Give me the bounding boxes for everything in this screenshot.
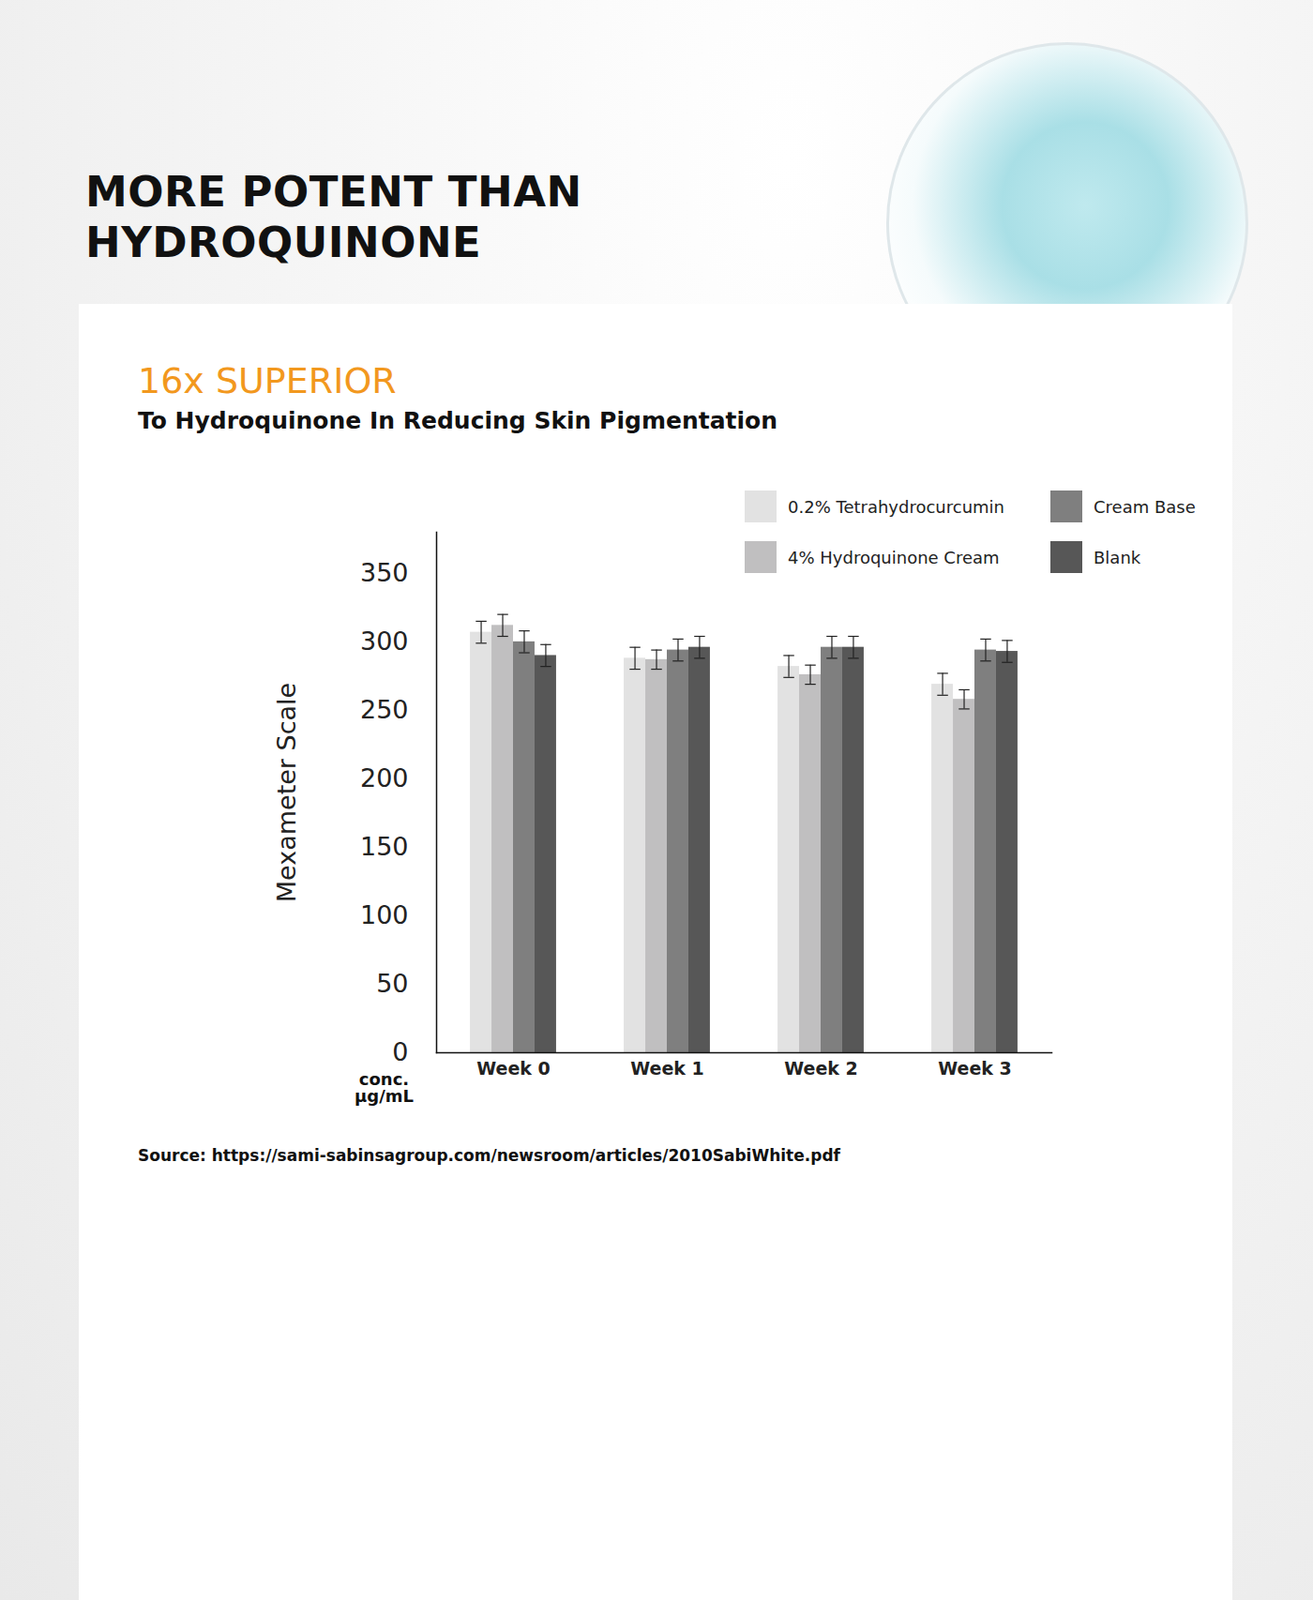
svg-text:350: 350 <box>360 558 409 588</box>
svg-text:200: 200 <box>360 763 409 793</box>
svg-text:0: 0 <box>392 1037 408 1067</box>
svg-text:250: 250 <box>360 694 409 725</box>
svg-text:Week 2: Week 2 <box>784 1057 859 1079</box>
svg-text:Mexameter Scale: Mexameter Scale <box>271 682 302 903</box>
html-text:Cream Base: Cream Base <box>1093 496 1196 517</box>
svg-text:300: 300 <box>360 626 409 656</box>
svg-text:50: 50 <box>376 968 408 998</box>
html-text:Source: https://sami-sabinsagr: Source: https://sami-sabinsagroup.com/ne… <box>137 1146 841 1165</box>
svg-text:Week 1: Week 1 <box>630 1057 705 1079</box>
svg-text:Week 0: Week 0 <box>476 1057 551 1079</box>
html-text:16x SUPERIOR: 16x SUPERIOR <box>137 360 397 402</box>
html-text:MORE POTENT THAN: MORE POTENT THAN <box>85 166 583 217</box>
svg-text:150: 150 <box>360 831 409 861</box>
html-text:Blank: Blank <box>1093 547 1141 567</box>
svg-text:Week 3: Week 3 <box>937 1057 1012 1079</box>
html-text:To Hydroquinone In Reducing Sk: To Hydroquinone In Reducing Skin Pigment… <box>137 407 778 435</box>
svg-text:conc.µg/mL: conc.µg/mL <box>354 1069 414 1106</box>
html-text:0.2% Tetrahydrocurcumin: 0.2% Tetrahydrocurcumin <box>787 496 1005 517</box>
svg-text:100: 100 <box>360 900 409 930</box>
html-text:HYDROQUINONE: HYDROQUINONE <box>85 217 482 268</box>
html-text:4% Hydroquinone Cream: 4% Hydroquinone Cream <box>787 547 1000 567</box>
